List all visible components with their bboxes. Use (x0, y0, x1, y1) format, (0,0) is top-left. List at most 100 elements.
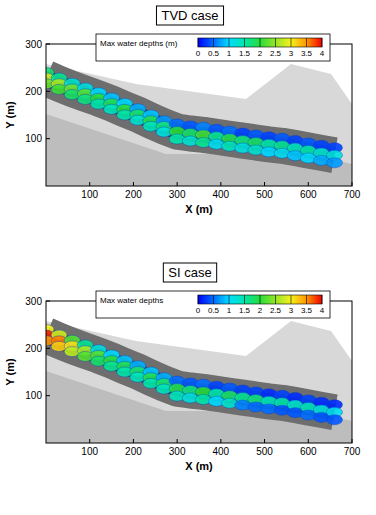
colorbar-tick (322, 38, 323, 47)
colorbar-tick (275, 38, 276, 47)
colorbar-tick-label: 2 (258, 306, 263, 315)
colorbar-tick (229, 38, 230, 47)
colorbar-tick (322, 295, 323, 304)
colorbar-tick-label: 4 (320, 306, 325, 315)
y-tick-label: 300 (25, 39, 42, 50)
colorbar-tick-label: 2.5 (270, 49, 282, 58)
x-tick-label: 400 (213, 189, 230, 200)
x-tick (177, 182, 178, 186)
x-tick-label: 200 (125, 189, 142, 200)
y-tick (46, 44, 50, 45)
x-tick (220, 439, 221, 443)
x-tick (177, 439, 178, 443)
colorbar-tick-label: 1 (227, 306, 232, 315)
title-box (156, 6, 223, 25)
colorbar-box (96, 291, 330, 318)
colorbar-tick-label: 2 (258, 49, 263, 58)
x-tick-label: 600 (300, 446, 317, 457)
y-tick-label: 100 (25, 390, 42, 401)
colorbar-tick (275, 295, 276, 304)
colorbar-tick (260, 38, 261, 47)
depth-cell (327, 415, 343, 425)
y-tick (46, 395, 50, 396)
x-tick (133, 182, 134, 186)
colorbar-tick-label: 1.5 (239, 306, 251, 315)
colorbar-tick-label: 3.5 (301, 49, 313, 58)
depth-cell (327, 158, 343, 168)
colorbar-tick (260, 295, 261, 304)
x-tick-label: 700 (344, 189, 361, 200)
x-tick (352, 439, 353, 443)
colorbar-tick-label: 0.5 (208, 49, 220, 58)
y-tick (46, 348, 50, 349)
colorbar-tick (306, 38, 307, 47)
colorbar-tick-label: 3 (289, 306, 294, 315)
depth-marks (46, 324, 343, 424)
y-tick-label: 200 (25, 343, 42, 354)
plot-frame (46, 44, 352, 186)
panel: 100 200 300 400 500 600 700 100 200 300 X (m) Y (m)… (4, 263, 361, 472)
plot-background (46, 44, 352, 186)
colorbar-tick (198, 38, 199, 47)
x-tick (264, 439, 265, 443)
y-axis-title: Y (m) (4, 101, 16, 129)
x-tick-label: 100 (81, 446, 98, 457)
x-tick-label: 400 (213, 446, 230, 457)
y-tick (46, 138, 50, 139)
y-tick (46, 91, 50, 92)
x-tick (352, 182, 353, 186)
x-tick (308, 439, 309, 443)
y-tick (46, 301, 50, 302)
plot-background (46, 301, 352, 443)
colorbar-tick-label: 3.5 (301, 306, 313, 315)
colorbar-tick-label: 4 (320, 49, 325, 58)
terrain-hill (46, 321, 352, 443)
terrain-hill (46, 64, 352, 186)
x-tick (89, 182, 90, 186)
x-tick-label: 500 (256, 189, 273, 200)
y-tick-label: 200 (25, 86, 42, 97)
x-tick (264, 182, 265, 186)
terrain-channel (46, 335, 335, 412)
colorbar (198, 295, 322, 304)
y-axis-title: Y (m) (4, 358, 16, 386)
x-tick-label: 500 (256, 446, 273, 457)
x-tick-label: 600 (300, 189, 317, 200)
colorbar (198, 38, 322, 47)
y-tick-label: 300 (25, 296, 42, 307)
plot-frame (46, 301, 352, 443)
colorbar-tick (198, 295, 199, 304)
x-tick-label: 300 (169, 446, 186, 457)
depth-marks (46, 67, 343, 167)
x-tick (89, 439, 90, 443)
colorbar-tick-label: 0 (196, 49, 201, 58)
x-tick-label: 700 (344, 446, 361, 457)
colorbar-tick (291, 295, 292, 304)
x-axis-title: X (m) (185, 460, 213, 472)
colorbar-tick (229, 295, 230, 304)
terrain-valley (46, 335, 335, 412)
colorbar-tick-label: 0 (196, 306, 201, 315)
colorbar-tick (291, 38, 292, 47)
y-tick-label: 100 (25, 133, 42, 144)
x-tick (220, 182, 221, 186)
panel: 100 200 300 400 500 600 700 100 200 300 X (m) Y (m)… (4, 6, 361, 215)
colorbar-tick-label: 1.5 (239, 49, 251, 58)
terrain (46, 64, 352, 186)
x-tick-label: 300 (169, 189, 186, 200)
terrain-valley (46, 78, 335, 155)
x-tick (133, 439, 134, 443)
colorbar-label: Max water depths (m) (100, 39, 178, 48)
x-tick-label: 100 (81, 189, 98, 200)
terrain (46, 321, 352, 443)
panel-title: SI case (168, 265, 211, 280)
colorbar-tick-label: 1 (227, 49, 232, 58)
x-axis-title: X (m) (185, 203, 213, 215)
x-tick (308, 182, 309, 186)
title-box (163, 263, 216, 282)
colorbar-label: Max water depths (100, 296, 163, 305)
colorbar-tick (213, 295, 214, 304)
colorbar-tick (213, 38, 214, 47)
x-tick-label: 200 (125, 446, 142, 457)
panel-title: TVD case (161, 8, 218, 23)
